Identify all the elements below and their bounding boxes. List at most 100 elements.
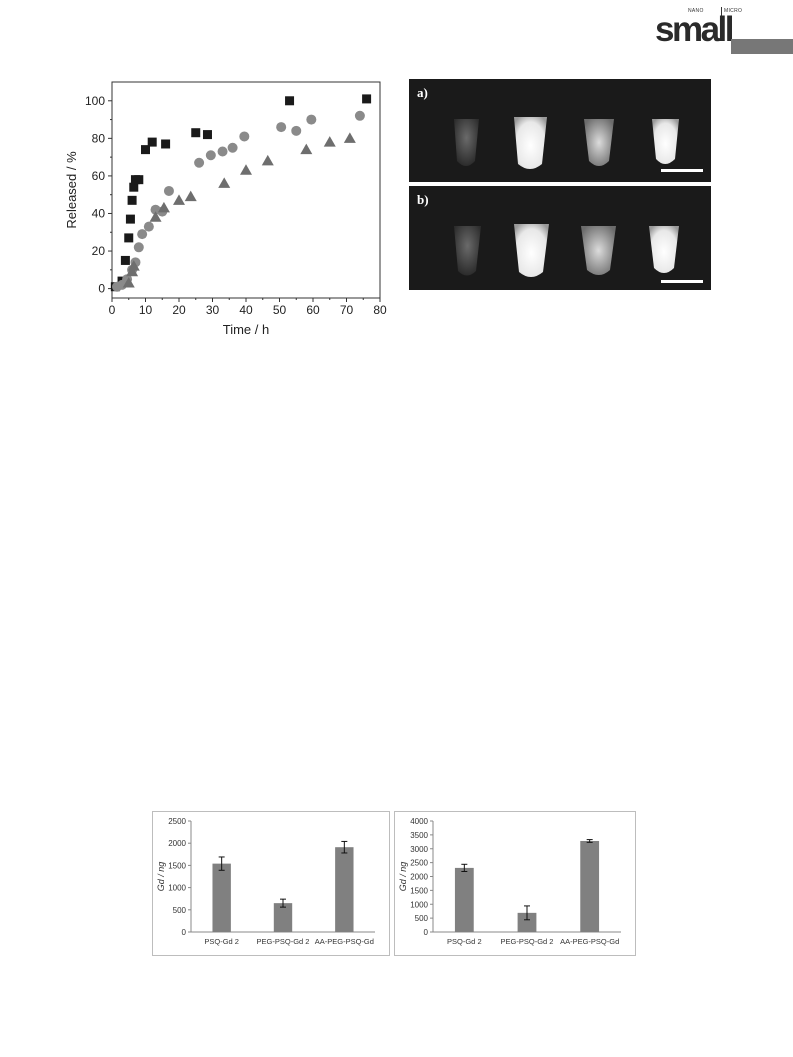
circle-point [239, 131, 250, 142]
y-tick-label: 3500 [410, 831, 428, 840]
y-tick-label: 1500 [410, 886, 428, 895]
logo-nano-text: NANO [688, 8, 704, 14]
x-tick-label: 70 [340, 303, 354, 317]
tube-4-a [652, 119, 679, 164]
circle-point [227, 142, 238, 153]
y-tick-label: 1500 [168, 861, 186, 870]
circle-point [291, 125, 302, 136]
triangle-point [122, 276, 135, 288]
square-point [129, 182, 139, 192]
bar [517, 912, 537, 932]
x-tick-label: 60 [306, 303, 320, 317]
y-tick-label: 0 [98, 282, 105, 296]
y-tick-label: 2000 [168, 839, 186, 848]
square-point [120, 255, 130, 265]
triangle-point [300, 143, 313, 155]
triangle-point [149, 211, 162, 222]
bar [212, 863, 231, 932]
x-tick-label: 80 [373, 303, 387, 317]
square-point [147, 137, 157, 147]
triangle-point [323, 136, 336, 147]
category-label: PSQ-Gd 2 [447, 937, 482, 946]
circle-point [163, 185, 174, 196]
y-tick-label: 1000 [410, 900, 428, 909]
bar [580, 840, 600, 932]
square-point [161, 139, 171, 149]
y-tick-label: 0 [182, 928, 187, 937]
circle-point [143, 221, 154, 232]
y-tick-label: 80 [92, 131, 106, 145]
y-tick-label: 2500 [410, 859, 428, 868]
bar [454, 867, 474, 932]
category-label: PEG-PSQ-Gd 2 [501, 937, 554, 946]
y-tick-label: 2000 [410, 873, 428, 882]
circle-point [306, 114, 317, 125]
y-axis-label: Gd / ng [156, 862, 166, 892]
y-axis-label: Gd / ng [398, 862, 408, 892]
x-tick-label: 50 [273, 303, 287, 317]
panel-b-label: b) [417, 192, 429, 207]
circle-point [137, 229, 148, 240]
journal-logo: NANO MICRO small [650, 6, 793, 56]
release-chart-svg: 0 10 20 30 40 50 60 70 80 0 20 40 60 80 100 Time / h Rel… [64, 81, 387, 337]
mri-panel-a: a) [409, 79, 711, 182]
category-label: AA-PEG-PSQ-Gd [560, 937, 619, 946]
y-tick-label: 0 [424, 928, 429, 937]
triangle-point [173, 194, 185, 205]
circle-point [276, 122, 287, 133]
y-tick-label: 500 [415, 914, 429, 923]
x-tick-label: 20 [172, 303, 186, 317]
tube-2-a [514, 117, 547, 169]
y-tick-label: 500 [173, 906, 187, 915]
square-point [124, 233, 134, 243]
logo-separator [721, 7, 722, 16]
y-tick-label: 60 [92, 169, 106, 183]
circle-point [194, 157, 205, 168]
y-tick-label: 2500 [168, 817, 186, 826]
x-tick-label: 30 [206, 303, 220, 317]
category-label: PSQ-Gd 2 [204, 937, 239, 946]
square-point [362, 94, 372, 104]
category-label: PEG-PSQ-Gd 2 [257, 937, 310, 946]
plot-frame [111, 81, 381, 299]
circle-point [133, 242, 144, 253]
square-point [134, 175, 144, 185]
logo-word: small [655, 10, 735, 49]
triangle-point [127, 260, 140, 271]
square-point [202, 130, 212, 140]
category-label: AA-PEG-PSQ-Gd [315, 937, 374, 946]
release-chart: 0 10 20 30 40 50 60 70 80 0 20 40 60 80 100 Time / h Rel… [60, 70, 390, 345]
triangle-point [184, 190, 197, 202]
bar [273, 903, 293, 932]
scale-bar-b [661, 280, 703, 283]
triangle-point [126, 265, 139, 277]
triangle-point [218, 177, 231, 188]
panel-a-label: a) [417, 85, 428, 100]
y-axis-label: Released / % [64, 151, 79, 229]
tube-1-b [454, 226, 481, 276]
circle-point [217, 146, 228, 157]
tube-3-a [584, 119, 614, 166]
x-axis-label: Time / h [223, 322, 269, 337]
x-tick-label: 10 [139, 303, 153, 317]
y-tick-label: 1000 [168, 884, 186, 893]
circle-point [354, 110, 365, 121]
bar-chart-right: 0 500 1000 1500 2000 2500 3000 3500 4000 Gd / ng P… [394, 811, 636, 956]
square-point [285, 96, 295, 106]
y-tick-label: 3000 [410, 845, 428, 854]
circle-point [205, 150, 216, 161]
bar-chart-left-svg: 0 500 1000 1500 2000 2500 Gd / ng PSQ-Gd 2 PEG-P… [156, 817, 375, 946]
tube-4-b [649, 226, 679, 273]
tube-1-a [454, 119, 479, 166]
logo-bar [731, 39, 793, 54]
y-tick-label: 20 [92, 244, 106, 258]
y-tick-label: 40 [92, 206, 106, 220]
bar-chart-left: 0 500 1000 1500 2000 2500 Gd / ng PSQ-Gd 2 PEG-P… [152, 811, 390, 956]
bar-chart-right-svg: 0 500 1000 1500 2000 2500 3000 3500 4000 Gd / ng P… [398, 817, 621, 946]
square-point [125, 214, 135, 224]
triangle-point [240, 164, 252, 175]
x-tick-label: 0 [109, 303, 116, 317]
x-tick-label: 40 [239, 303, 253, 317]
y-tick-label: 4000 [410, 817, 428, 826]
mri-tubes-b [454, 224, 679, 277]
